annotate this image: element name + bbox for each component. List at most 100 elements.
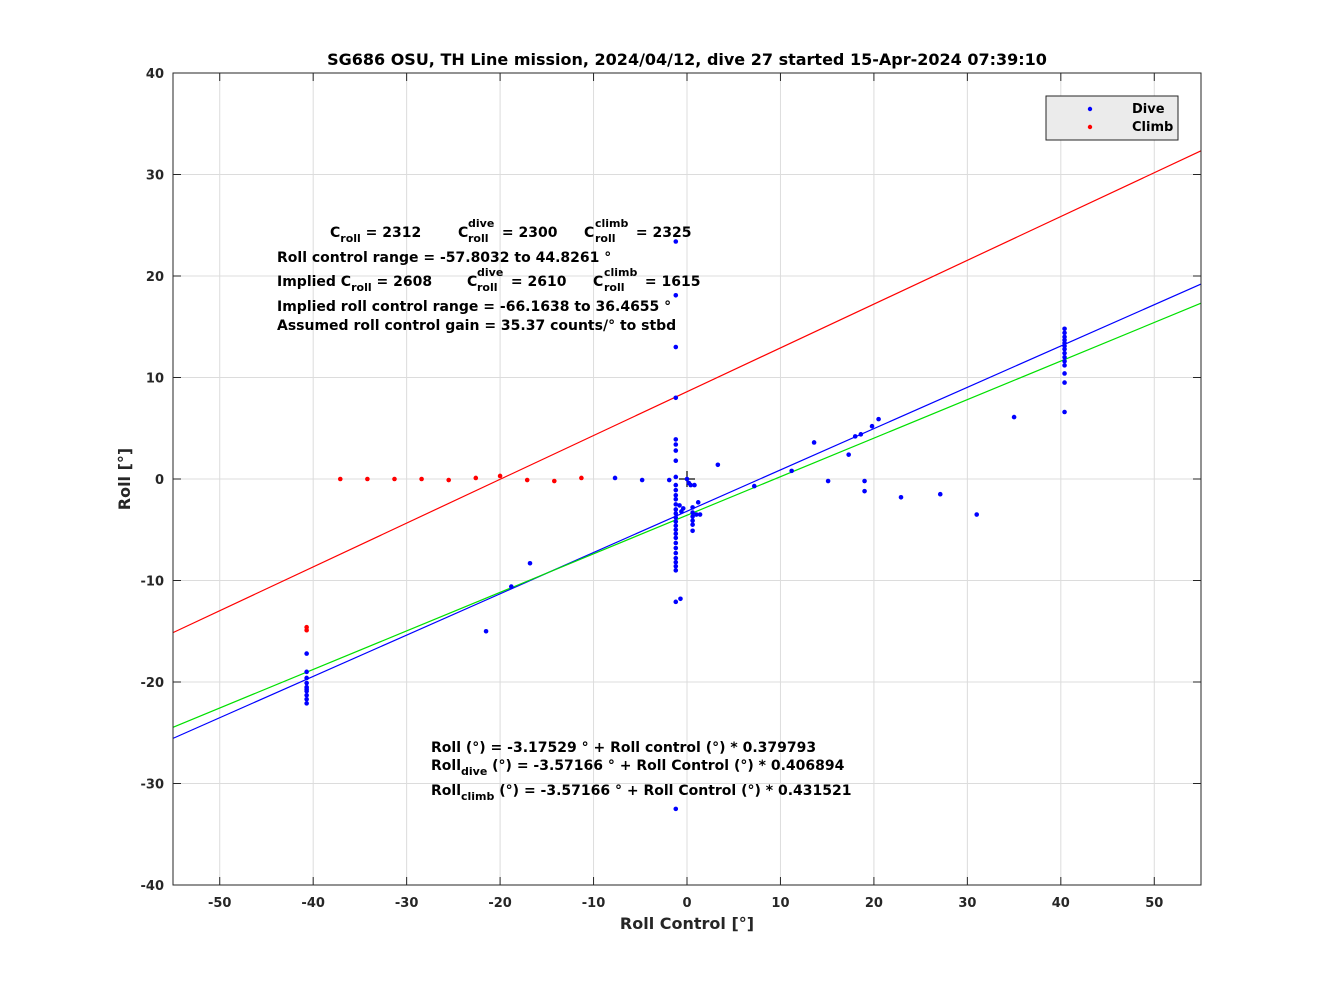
dive-point [304,680,309,686]
implied-c-roll-line: Implied Croll = 2608 Cdive roll = 2610 Cc… [277,266,700,294]
climb-point [497,473,503,479]
dive-point [673,292,679,298]
legend-marker-climb [1087,124,1093,130]
data-points [304,239,1067,812]
legend-label-dive: Dive [1132,102,1165,117]
dive-point [695,500,701,505]
dive-point [304,651,309,656]
dive-point [692,482,697,488]
y-tick-label: 0 [155,473,164,488]
y-axis-label: Roll [°] [115,448,134,510]
dive-point [678,596,683,602]
annotations: Croll = 2312 Cdive roll = 2300 Cclimb roll… [277,217,851,803]
dive-point [688,482,694,488]
dive-point [858,432,864,437]
x-tick-label: -50 [208,896,232,911]
dive-point [673,448,679,453]
dive-point [789,468,794,474]
dive-point [304,692,309,698]
dive-point [673,437,679,442]
dive-point [697,512,703,517]
y-tick-label: 10 [146,372,164,387]
climb-point [304,627,309,633]
c-roll-line: Croll = 2312 Cdive roll = 2300 Cclimb roll… [330,217,691,245]
dive-point [673,540,679,546]
dive-point [673,497,679,502]
dive-point [1062,350,1067,356]
x-tick-label: 10 [771,896,789,911]
climb-point [524,477,530,483]
dive-point [612,475,618,481]
climb-fit-line [172,150,1202,634]
dive-point [1062,409,1067,415]
dive-point [673,458,679,464]
dive-point [690,505,695,510]
dive-point [974,512,980,517]
roll-control-gain: Assumed roll control gain = 35.37 counts… [277,318,676,334]
x-tick-label: -10 [582,896,606,911]
y-tick-label: 20 [146,270,164,285]
implied-roll-control-range: Implied roll control range = -66.1638 to… [277,299,671,315]
dive-point [673,442,679,447]
dive-point [898,494,904,500]
climb-point [473,475,479,481]
dive-point [673,519,679,524]
legend-label-climb: Climb [1132,120,1173,135]
climb-point [365,476,370,482]
dive-point [1011,414,1017,420]
dive-point [673,555,679,561]
chart-title: SG686 OSU, TH Line mission, 2024/04/12, … [327,50,1047,69]
dive-point [876,416,881,422]
dive-point [673,515,679,520]
x-tick-label: 50 [1145,896,1163,911]
dive-point [673,395,679,401]
dive-point [673,535,679,541]
dive-point [677,503,682,508]
dive-point [673,568,679,573]
dive-point [304,701,309,706]
dive-point [862,478,867,484]
climb-point [579,475,584,481]
dive-point [673,239,679,244]
dive-point [1062,330,1067,336]
dive-point [673,559,679,565]
dive-point [811,440,817,445]
dive-point [690,514,695,519]
equation-roll-dive: Rolldive (°) = -3.57166 ° + Roll Control… [431,758,845,778]
dive-point [684,476,690,482]
dive-point [846,452,851,457]
x-tick-label: 0 [682,896,691,911]
dive-point [673,550,679,556]
dive-point [673,563,679,569]
climb-point [446,477,451,483]
dive-point [694,512,699,517]
dive-point [673,527,679,533]
x-tick-label: -30 [395,896,419,911]
y-tick-label: -30 [141,778,165,793]
dive-point [509,584,514,589]
climb-point [419,476,424,482]
dive-point [1062,380,1067,385]
roll-control-range: Roll control range = -57.8032 to 44.8261… [277,250,611,266]
dive-point [673,487,679,493]
dive-point [304,686,309,692]
legend-box [1045,95,1179,141]
climb-point [551,478,557,484]
dive-point [1062,371,1067,376]
fit-line [172,283,1202,739]
axis-ticks: -50 -40 -30 -20 -10 0 10 20 30 40 50 -40 -30 -20 -10 0 1… [141,67,1201,911]
dive-fit-line [172,302,1202,728]
x-axis-label: Roll Control [°] [620,914,754,933]
y-tick-label: -20 [141,676,165,691]
dive-point [869,423,875,429]
dive-point [304,696,309,702]
climb-point [337,476,343,482]
dive-point [673,806,679,812]
dive-point [673,545,679,551]
dive-point [673,507,679,512]
dive-point [937,491,943,497]
climb-point [392,476,397,482]
x-tick-label: 20 [865,896,883,911]
equation-roll: Roll (°) = -3.17529 ° + Roll control (°)… [431,740,816,756]
